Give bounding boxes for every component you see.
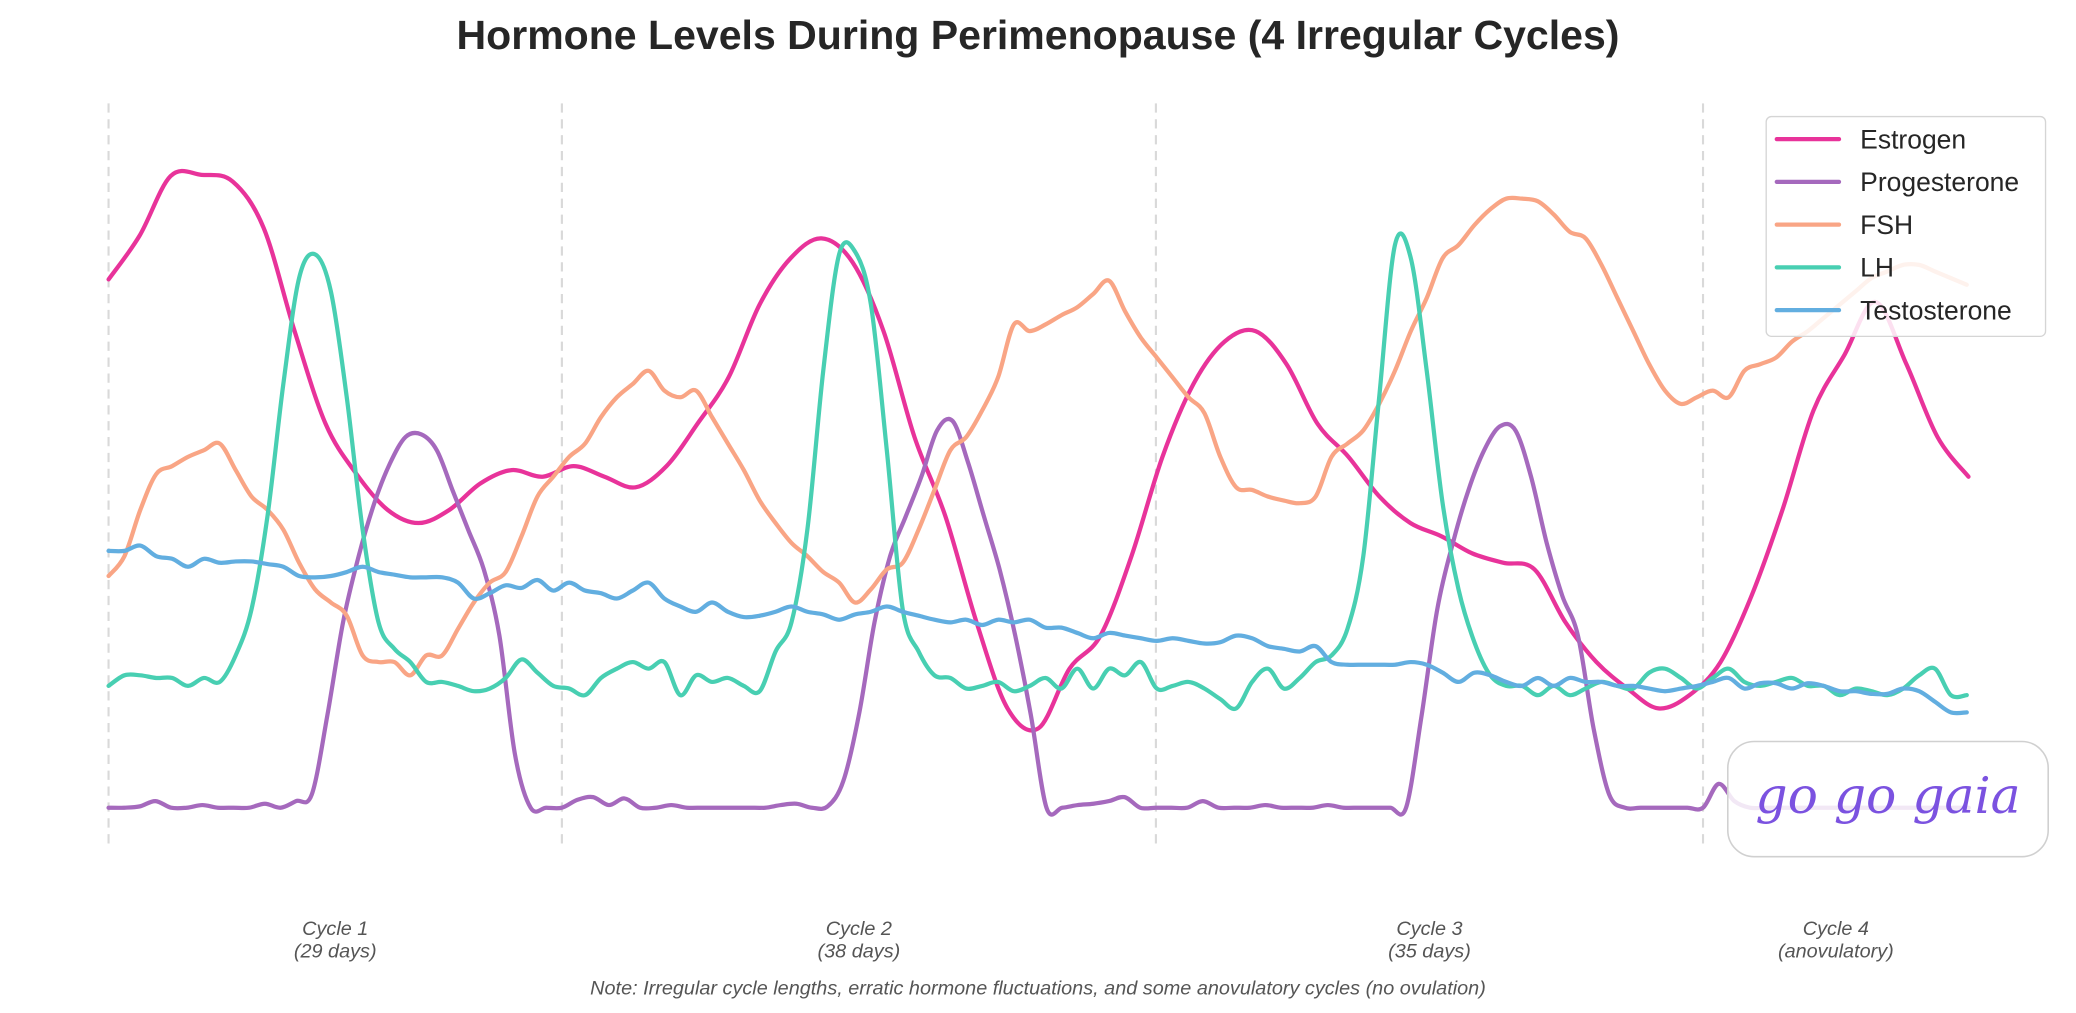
legend-label: LH xyxy=(1860,253,1894,283)
legend-item-progesterone: Progesterone xyxy=(1774,167,2019,197)
legend-box xyxy=(1765,115,2047,338)
cycle-label: Cycle 4 xyxy=(1803,918,1869,940)
series-line-testosterone xyxy=(106,543,1969,716)
watermark-logo-text: go go gaia xyxy=(1755,766,2020,825)
series-lines xyxy=(106,168,1971,817)
legend-label: Estrogen xyxy=(1860,124,1966,154)
series-line-estrogen xyxy=(106,168,1971,733)
cycle-label: Cycle 1 xyxy=(302,918,368,940)
legend-item-testosterone: Testosterone xyxy=(1774,295,2012,325)
legend-label: Progesterone xyxy=(1860,167,2019,197)
watermark-box xyxy=(1726,740,2049,858)
legend-item-lh: LH xyxy=(1774,253,1894,283)
cycle-labels: Cycle 1(29 days)Cycle 2(38 days)Cycle 3(… xyxy=(294,918,1894,963)
cycle-length-label: (29 days) xyxy=(294,940,377,962)
cycle-label: Cycle 2 xyxy=(826,918,892,940)
cycle-label: Cycle 3 xyxy=(1396,918,1462,940)
cycle-length-label: (35 days) xyxy=(1388,940,1471,962)
series-line-lh xyxy=(106,231,1969,712)
series-line-fsh xyxy=(106,195,1969,678)
watermark: go go gaia xyxy=(1726,740,2049,858)
legend: Estrogen Progesterone FSH LH Testosterone xyxy=(1765,115,2047,338)
legend-item-fsh: FSH xyxy=(1774,210,1913,240)
cycle-boundaries xyxy=(107,103,1705,844)
chart-note: Note: Irregular cycle lengths, erratic h… xyxy=(590,977,1486,999)
chart-title: Hormone Levels During Perimenopause (4 I… xyxy=(457,12,1620,58)
cycle-length-label: (anovulatory) xyxy=(1778,940,1894,962)
legend-label: Testosterone xyxy=(1860,295,2012,325)
cycle-length-label: (38 days) xyxy=(818,940,901,962)
legend-label: FSH xyxy=(1860,210,1913,240)
legend-item-estrogen: Estrogen xyxy=(1774,124,1966,154)
series-line-progesterone xyxy=(106,416,1971,817)
